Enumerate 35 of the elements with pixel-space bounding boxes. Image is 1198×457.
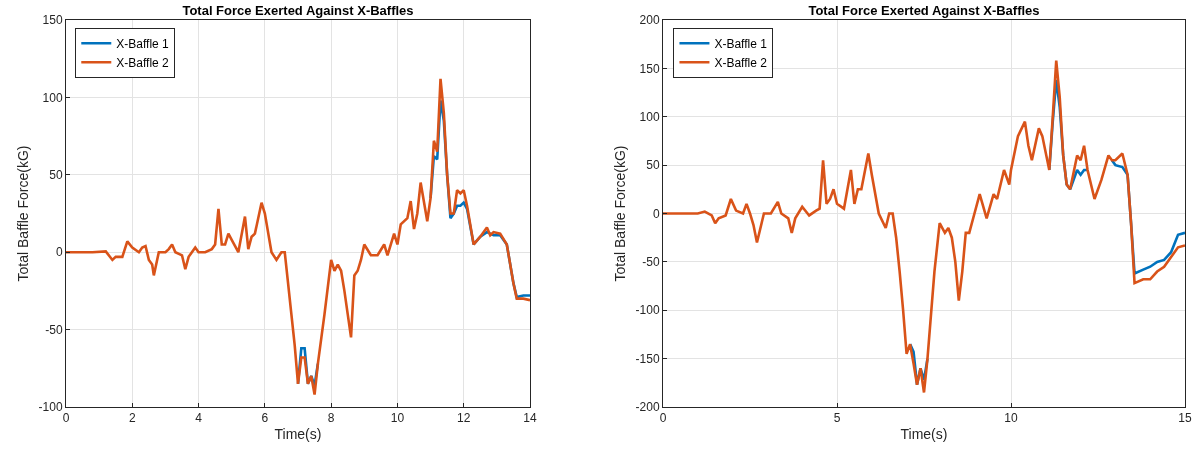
- x-tick-label: 10: [1004, 411, 1018, 426]
- y-tick-label: -100: [38, 400, 63, 415]
- x-tick-label: 4: [195, 411, 203, 426]
- x-tick-label: 6: [261, 411, 269, 426]
- y-tick-label: 50: [646, 158, 660, 173]
- x-tick-label: 10: [390, 411, 405, 426]
- x-tick-label: 2: [128, 411, 136, 426]
- y-tick-label: -100: [635, 303, 660, 318]
- y-tick-label: 50: [49, 168, 63, 182]
- x-tick-label: 14: [523, 411, 537, 426]
- y-axis-title: Total Baffle Force(kG): [15, 145, 32, 282]
- y-tick-label: 0: [55, 245, 63, 260]
- x-tick-label: 12: [457, 411, 471, 426]
- y-axis-title: Total Baffle Force(kG): [612, 145, 629, 282]
- y-tick-label: 150: [639, 61, 660, 76]
- legend-label: X-Baffle 2: [714, 55, 768, 70]
- y-tick-label: 150: [42, 13, 63, 28]
- y-tick-label: 100: [42, 90, 63, 105]
- y-tick-label: -50: [642, 255, 660, 270]
- y-tick-label: -200: [635, 400, 660, 415]
- legend-label: X-Baffle 1: [714, 36, 768, 51]
- x-axis-title: Time(s): [900, 425, 948, 442]
- legend-label: X-Baffle 1: [116, 36, 170, 51]
- y-tick-label: -150: [635, 351, 660, 366]
- x-axis-title: Time(s): [274, 425, 322, 442]
- chart-title: Total Force Exerted Against X-Baffles: [808, 2, 1040, 18]
- x-tick-label: 15: [1178, 411, 1192, 426]
- x-tick-label: 5: [833, 411, 841, 426]
- y-tick-label: 0: [652, 206, 660, 221]
- y-tick-label: -50: [45, 322, 63, 337]
- legend-label: X-Baffle 2: [116, 55, 170, 70]
- chart-title: Total Force Exerted Against X-Baffles: [182, 2, 414, 18]
- y-tick-label: 200: [639, 13, 660, 28]
- y-tick-label: 100: [639, 109, 660, 124]
- x-tick-label: 8: [327, 411, 335, 426]
